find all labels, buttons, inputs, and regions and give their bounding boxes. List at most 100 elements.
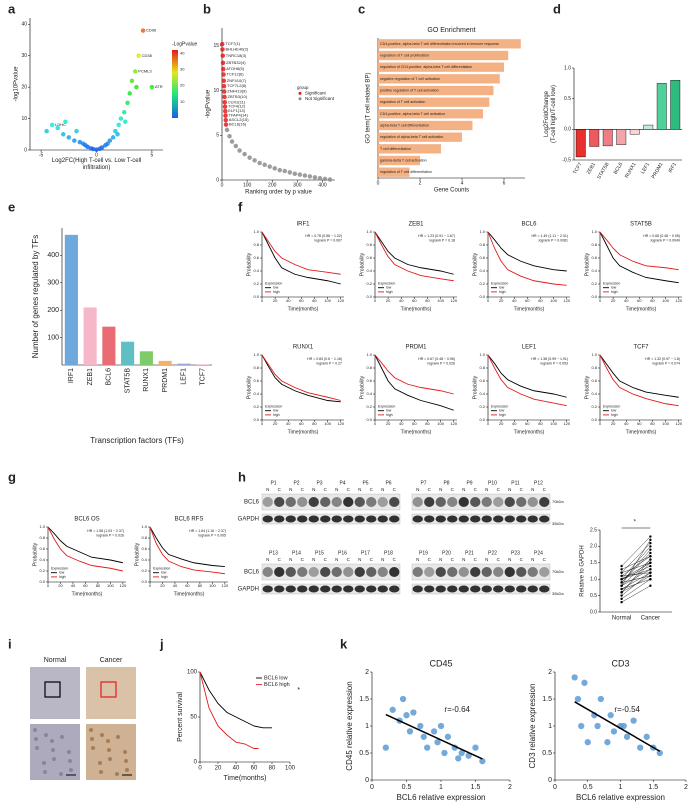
- blot-band: [470, 497, 481, 507]
- point: [221, 83, 227, 89]
- pair-line: [621, 572, 651, 590]
- bar: [378, 50, 509, 61]
- x-tick-label: 40: [286, 421, 291, 426]
- colorbar-tick-label: 10: [180, 99, 185, 104]
- point: [118, 116, 124, 121]
- panel-label: d: [553, 1, 561, 16]
- blot-band: [262, 515, 273, 523]
- lane-label: C: [347, 557, 351, 562]
- point: [571, 674, 578, 681]
- legend-label: low: [59, 571, 65, 575]
- blot-band: [297, 567, 308, 577]
- blot-band: [447, 567, 458, 577]
- x-tick-label: TCF7: [199, 368, 206, 386]
- x-axis-label: Time(months): [401, 429, 432, 435]
- y-tick-label: -0.5: [562, 157, 571, 163]
- annotation: HR = 1.38 (0.99 − 1.91): [531, 357, 568, 361]
- bar: [378, 132, 462, 142]
- point-label: TCF7L2(8): [227, 83, 247, 88]
- bar: [616, 129, 627, 145]
- y-tick-label: 0.6: [591, 255, 597, 260]
- patient-label: P18: [384, 550, 393, 556]
- annotation: HR = 1.64 (1.16 − 2.37): [189, 529, 226, 533]
- point: [134, 84, 139, 90]
- y-axis-label: Probability: [359, 375, 365, 399]
- survival-curve: [487, 354, 567, 398]
- y-tick-label: 1.0: [253, 229, 259, 234]
- point-label: ELF1(13): [228, 108, 245, 113]
- x-tick-label: IRF1: [668, 161, 679, 174]
- x-tick-label: 100: [662, 421, 669, 426]
- y-tick-label: 0.8: [253, 242, 259, 247]
- panel-label: k: [340, 636, 348, 651]
- ihc-cell: [91, 746, 95, 750]
- ihc-cell: [100, 733, 104, 737]
- annotation: HR = 1.58 (1.03 − 2.37): [87, 529, 124, 533]
- lane-label: C: [370, 557, 374, 562]
- lane-label: N: [508, 557, 511, 562]
- x-tick-label: 80: [538, 298, 543, 303]
- point: [222, 94, 227, 100]
- x-tick-label: 20: [611, 298, 616, 303]
- panel-label: h: [238, 469, 246, 484]
- blot-band: [297, 497, 308, 507]
- annotation: logrank P = 0.053: [541, 362, 569, 366]
- point-label: TFAP4(14): [229, 113, 249, 118]
- x-tick-label: STAT5B: [124, 368, 131, 394]
- point: [610, 728, 618, 735]
- point: [578, 722, 585, 730]
- lane-label: C: [278, 557, 282, 562]
- legend-title: group: [297, 85, 309, 90]
- point: [630, 717, 637, 724]
- category-label: CD4-positive, alpha-beta T cell activati…: [380, 112, 445, 116]
- annotation: HR = 1.23 (0.91 − 1.67): [418, 234, 455, 238]
- lane-label: N: [416, 557, 419, 562]
- patient-label: P19: [419, 550, 428, 556]
- lane-label: N: [312, 557, 315, 562]
- lane-label: C: [324, 487, 328, 492]
- lane-label: C: [347, 487, 351, 492]
- y-axis-label: Probability: [134, 542, 140, 566]
- blot-band-bg: [411, 493, 551, 511]
- point-label: TCF4(12): [228, 104, 246, 109]
- point: [399, 695, 407, 703]
- point: [262, 162, 267, 168]
- legend-label: Not Significant: [305, 96, 335, 101]
- x-tick-label: 100: [437, 421, 444, 426]
- y-axis-label: -log10Pvalue: [14, 66, 20, 102]
- point: [424, 744, 431, 751]
- blot-band: [504, 567, 515, 577]
- lane-label: C: [301, 487, 305, 492]
- y-axis-label: Relative to GAPDH: [580, 545, 586, 596]
- x-tick-label: 60: [525, 421, 530, 426]
- lane-label: N: [485, 557, 488, 562]
- legend-label: low: [273, 409, 279, 413]
- panel-label: b: [203, 1, 211, 16]
- patient-label: P17: [361, 550, 370, 556]
- blot-band: [470, 567, 481, 577]
- y-tick-label: 0.0: [253, 294, 259, 299]
- x-tick-label: 0: [599, 298, 602, 303]
- ihc-cell: [42, 761, 46, 765]
- survival-curve: [487, 231, 567, 286]
- blot-band: [412, 567, 423, 577]
- blot-band: [435, 567, 446, 577]
- lane-label: C: [543, 487, 547, 492]
- bar: [629, 129, 640, 135]
- blot-band: [308, 497, 319, 507]
- chart-title: TCF7: [634, 345, 650, 351]
- survival-curve: [261, 354, 341, 403]
- blot-band: [516, 515, 527, 523]
- x-tick-label: 120: [675, 298, 682, 303]
- survival-curve: [374, 231, 454, 275]
- y-tick-label: 0.4: [366, 268, 372, 273]
- point: [581, 679, 588, 686]
- x-tick-label: 80: [312, 298, 317, 303]
- point: [136, 53, 141, 58]
- y-tick-label: 0.6: [39, 546, 45, 551]
- blot-band: [424, 585, 435, 593]
- annotation: logrank P = 0.0081: [539, 239, 568, 243]
- chart-title: RUNX1: [293, 345, 314, 351]
- y-tick-label: 1.0: [253, 352, 259, 357]
- lane-label: N: [358, 557, 361, 562]
